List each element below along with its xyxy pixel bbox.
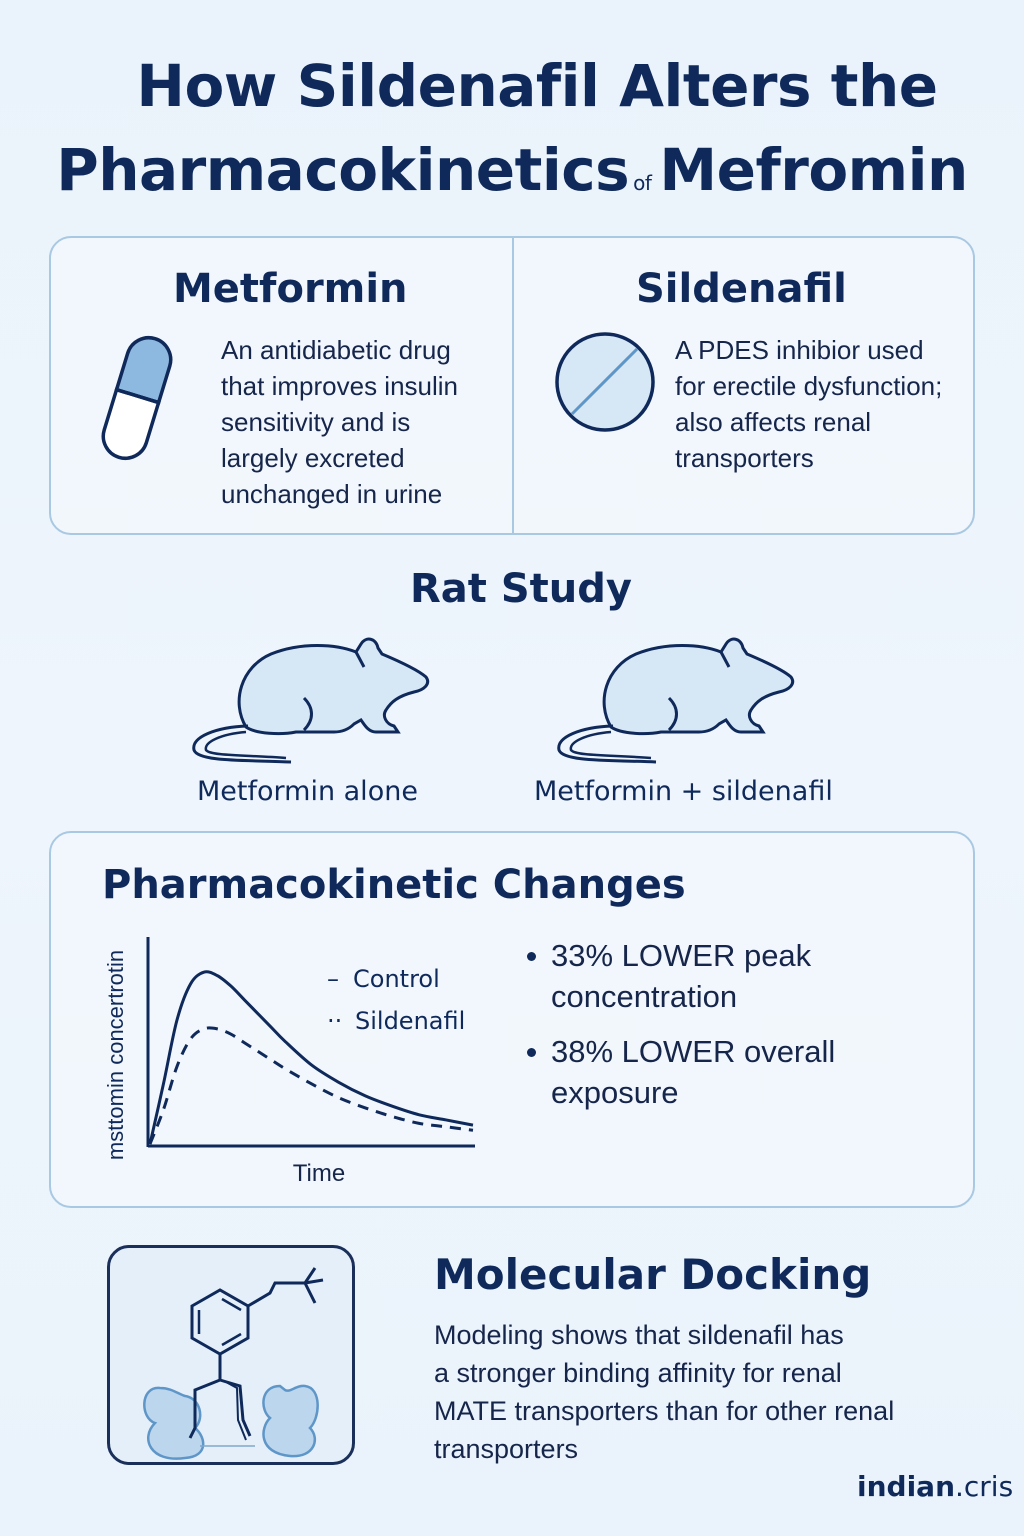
brand-bold: indian (857, 1470, 955, 1503)
chart-legend: – Control ·· Sildenafil (327, 965, 465, 1035)
y-axis-label: msttomin concertrotin (103, 950, 128, 1160)
sildenafil-desc-line: A PDES inhibior used (675, 335, 924, 365)
docking-desc-line: MATE transporters than for other renal (434, 1396, 895, 1426)
legend-marker-control: – (327, 965, 339, 993)
pk-finding-exposure: 38% LOWER overall exposure (525, 1031, 855, 1113)
sildenafil-description: A PDES inhibior used for erectile dysfun… (675, 332, 942, 476)
pk-findings-list: 33% LOWER peak concentration 38% LOWER o… (525, 935, 855, 1127)
metformin-desc-line: sensitivity and is (221, 407, 411, 437)
finding-line: 33% LOWER peak (551, 938, 812, 973)
docking-desc-line: Modeling shows that sildenafil has (434, 1320, 844, 1350)
pk-changes-title: Pharmacokinetic Changes (102, 862, 686, 908)
metformin-title: Metformin (173, 266, 408, 312)
rat-icon (192, 637, 430, 764)
rat-group-label-control: Metformin alone (197, 776, 418, 807)
finding-line: 38% LOWER overall (551, 1034, 836, 1069)
docking-desc-line: a stronger binding affinity for renal (434, 1358, 842, 1388)
card-divider (512, 238, 514, 533)
metformin-desc-line: largely excreted (221, 443, 405, 473)
sildenafil-desc-line: transporters (675, 443, 814, 473)
sildenafil-title: Sildenafil (636, 266, 847, 312)
x-axis-label: Time (293, 1160, 345, 1187)
metformin-desc-line: unchanged in urine (221, 479, 443, 509)
pk-finding-peak: 33% LOWER peak concentration (525, 935, 855, 1017)
rat-study-title: Rat Study (410, 566, 632, 612)
series-line-control (148, 970, 474, 1145)
rat-group-label-sildenafil: Metformin + sildenafil (534, 776, 833, 807)
brand-light: .cris (955, 1470, 1014, 1503)
title-part-pharmacokinetics: Pharmacokinetics (56, 136, 630, 204)
page-title-line1: How Sildenafil Alters the (136, 52, 938, 120)
legend-marker-sildenafil: ·· (327, 1007, 342, 1035)
legend-label-sildenafil: Sildenafil (355, 1007, 465, 1035)
metformin-description: An antidiabetic drug that improves insul… (221, 332, 458, 512)
series-line-sildenafil (148, 1026, 474, 1145)
rat-icon (557, 637, 795, 764)
capsule-icon (101, 336, 173, 460)
tablet-icon (555, 332, 655, 432)
sildenafil-desc-line: for erectile dysfunction; (675, 371, 943, 401)
finding-line: concentration (551, 979, 738, 1014)
docking-illustration-box (107, 1245, 355, 1465)
finding-line: exposure (551, 1075, 679, 1110)
molecule-docking-icon (143, 1267, 324, 1460)
legend-label-control: Control (353, 965, 440, 993)
page-title-line2: Pharmacokinetics of Mefromin (0, 136, 1024, 204)
title-part-of: of (633, 171, 652, 195)
sildenafil-desc-line: also affects renal (675, 407, 872, 437)
drug-comparison-card: Metformin An antidiabetic drug that impr… (49, 236, 975, 535)
title-part-drug: Mefromin (659, 136, 968, 204)
brand-logo: indian.cris (857, 1470, 1013, 1503)
metformin-desc-line: An antidiabetic drug (221, 335, 451, 365)
pk-concentration-chart: msttomin concertrotin – Control ·· Silde… (103, 937, 475, 1187)
metformin-desc-line: that improves insulin (221, 371, 458, 401)
docking-description: Modeling shows that sildenafil has a str… (434, 1316, 954, 1468)
docking-title: Molecular Docking (434, 1250, 872, 1299)
docking-desc-line: transporters (434, 1434, 579, 1464)
